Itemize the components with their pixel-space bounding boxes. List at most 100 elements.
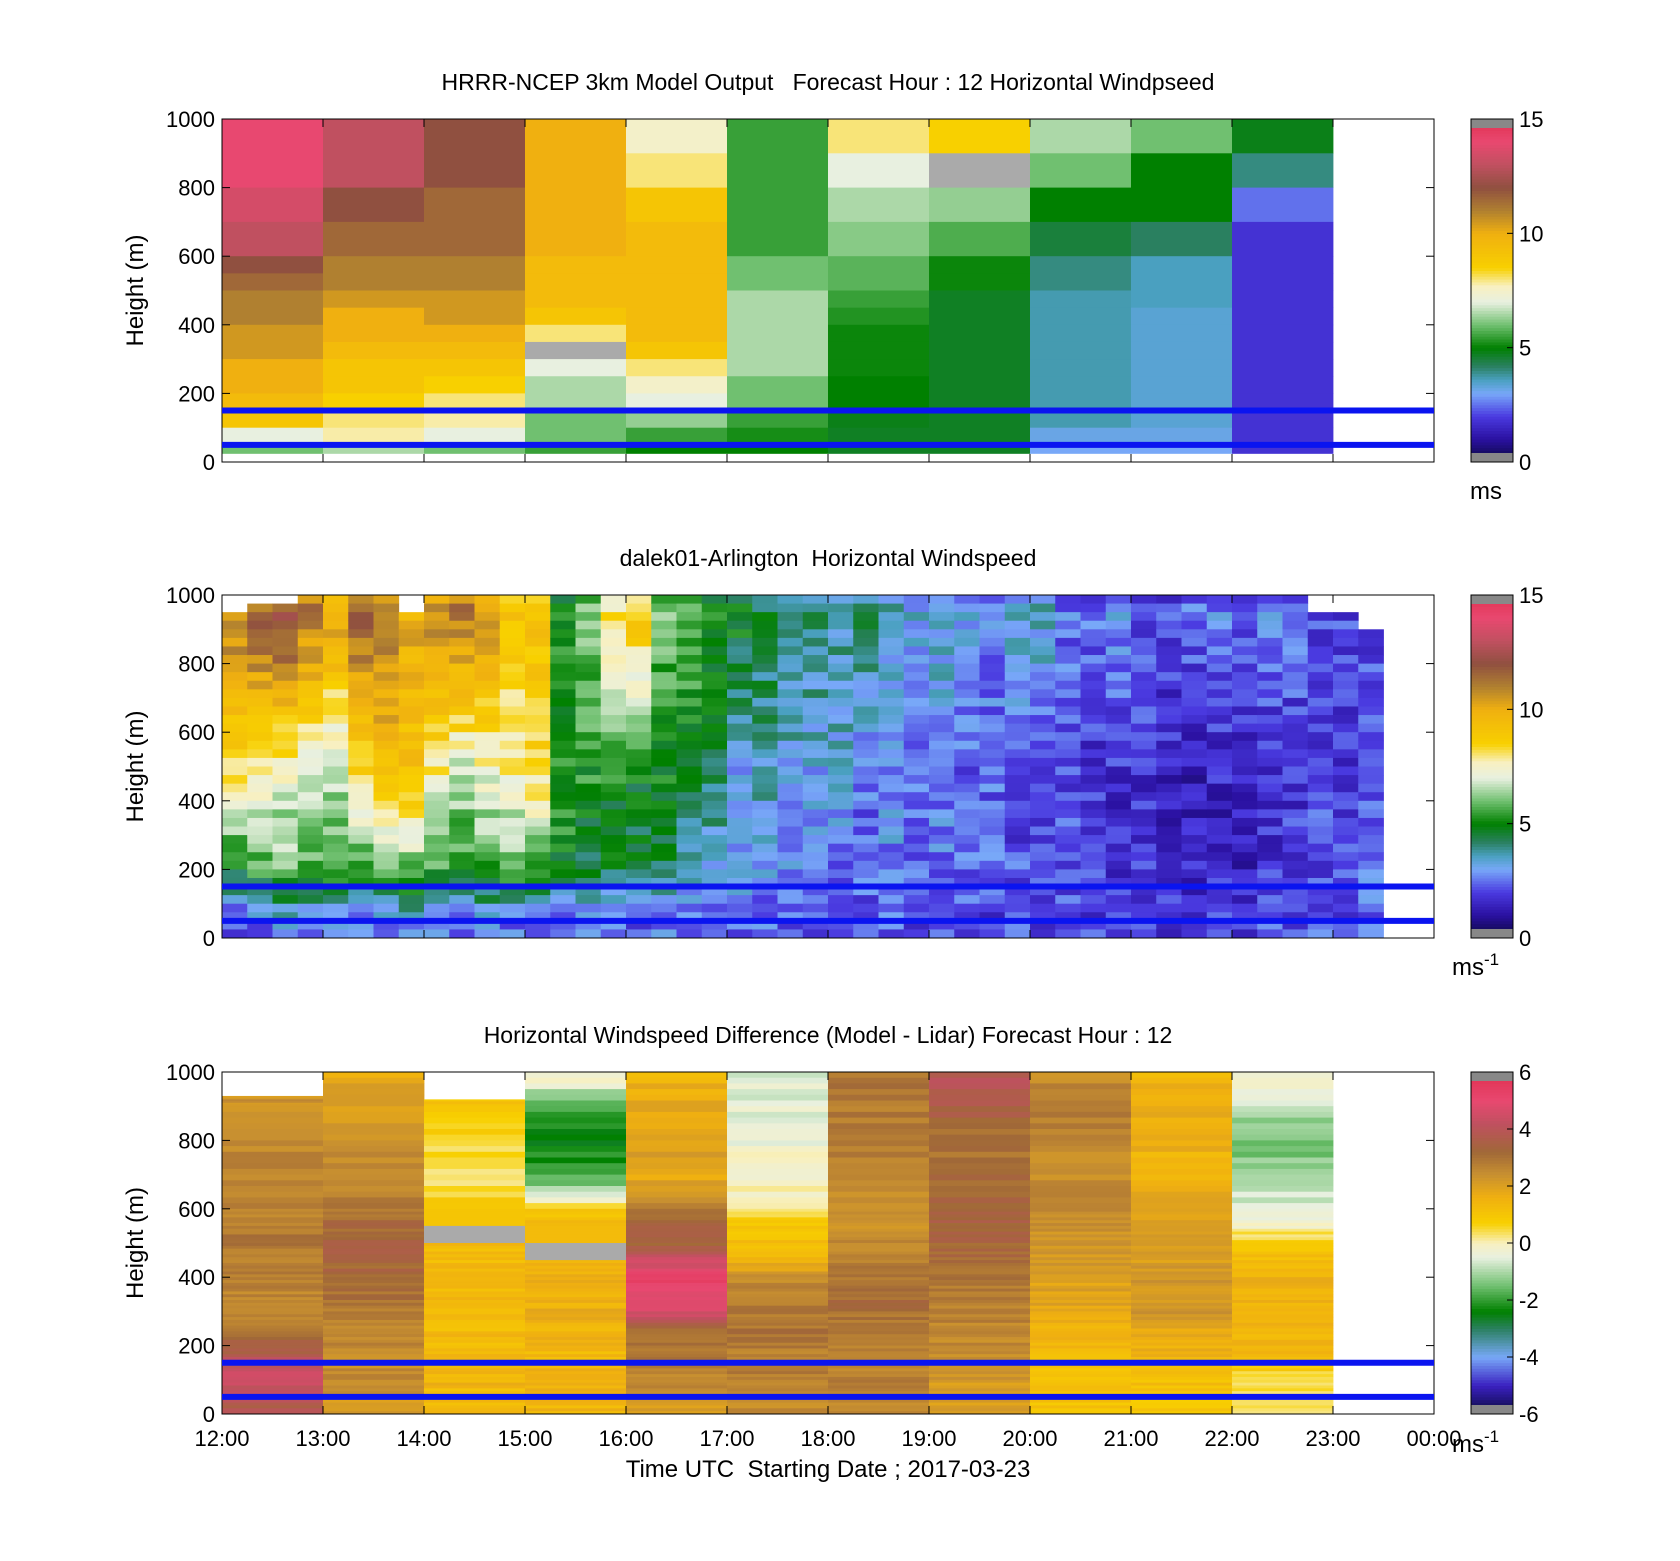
heatmap-cell xyxy=(1131,1351,1233,1355)
heatmap-cell xyxy=(929,1231,1031,1235)
heatmap-cell xyxy=(323,153,425,188)
heatmap-cell xyxy=(323,1405,425,1409)
profile-cell xyxy=(853,860,879,870)
heatmap-cell xyxy=(222,1271,324,1275)
profile-cell xyxy=(979,680,1006,690)
heatmap-cell xyxy=(222,1129,324,1136)
profile-cell xyxy=(1181,655,1208,664)
profile-cell xyxy=(903,912,930,922)
colorbar-unit-exponent: -1 xyxy=(1484,950,1499,969)
profile-cell xyxy=(575,860,602,870)
heatmap-cell xyxy=(424,1402,526,1406)
profile-cell xyxy=(1358,886,1384,896)
profile-cell xyxy=(651,646,677,656)
profile-cell xyxy=(499,757,526,767)
profile-cell xyxy=(1257,877,1283,887)
heatmap-cell xyxy=(929,1208,1031,1213)
heatmap-cell xyxy=(828,1225,930,1230)
profile-cell xyxy=(1080,817,1107,827)
profile-cell xyxy=(777,783,804,793)
profile-cell xyxy=(752,852,778,862)
profile-cell xyxy=(1105,783,1132,793)
profile-cell xyxy=(954,595,980,604)
profile-cell xyxy=(903,629,930,639)
profile-cell xyxy=(398,903,425,913)
profile-cell xyxy=(626,809,652,819)
heatmap-cell xyxy=(929,187,1031,223)
profile-cell xyxy=(297,612,324,622)
heatmap-cell xyxy=(222,410,324,429)
profile-cell xyxy=(222,792,248,802)
heatmap-cell xyxy=(323,187,425,223)
heatmap-cell xyxy=(1232,153,1334,188)
profile-cell xyxy=(323,920,349,930)
colorbar-swatch xyxy=(1471,1305,1513,1310)
profile-cell xyxy=(626,783,652,793)
profile-cell xyxy=(1257,706,1283,716)
profile-cell xyxy=(600,680,627,690)
heatmap-cell xyxy=(626,1408,728,1412)
heatmap-cell xyxy=(1030,1297,1132,1301)
profile-cell xyxy=(323,912,349,922)
heatmap-cell xyxy=(222,1231,324,1235)
heatmap-cell xyxy=(222,1305,324,1309)
profile-cell xyxy=(1156,723,1182,733)
profile-cell xyxy=(1055,672,1081,682)
profile-cell xyxy=(449,749,475,759)
profile-cell xyxy=(474,689,501,699)
profile-cell xyxy=(1282,826,1309,836)
profile-cell xyxy=(1257,792,1283,802)
profile-cell xyxy=(449,732,475,742)
profile-cell xyxy=(1004,775,1031,785)
heatmap-cell xyxy=(1030,1151,1132,1158)
profile-cell xyxy=(1131,646,1157,656)
profile-cell xyxy=(1080,612,1107,622)
heatmap-cell xyxy=(222,1257,324,1261)
colorbar-swatch xyxy=(1471,204,1513,209)
heatmap-cell xyxy=(1131,1228,1233,1232)
profile-cell xyxy=(525,895,551,905)
profile-cell xyxy=(929,655,955,664)
profile-cell xyxy=(575,749,602,759)
profile-cell xyxy=(373,929,400,939)
profile-cell xyxy=(1358,912,1384,922)
colorbar-swatch xyxy=(1471,926,1513,930)
colorbar-swatch xyxy=(1471,304,1513,309)
profile-cell xyxy=(398,740,425,750)
profile-cell xyxy=(1055,920,1081,930)
heatmap-cell xyxy=(1030,1300,1132,1304)
profile-cell xyxy=(222,697,248,707)
profile-cell xyxy=(701,903,728,913)
heatmap-cell xyxy=(525,1268,627,1272)
profile-cell xyxy=(979,757,1006,767)
profile-cell xyxy=(1232,672,1258,682)
profile-cell xyxy=(828,852,854,862)
profile-cell xyxy=(701,757,728,767)
heatmap-cell xyxy=(1131,1146,1233,1153)
profile-cell xyxy=(1257,809,1283,819)
heatmap-cell xyxy=(1232,1083,1334,1090)
profile-cell xyxy=(929,603,955,613)
colorbar-swatch xyxy=(1471,1080,1513,1084)
heatmap-cell xyxy=(222,1408,324,1412)
profile-cell xyxy=(802,595,829,604)
heatmap-cell xyxy=(828,1197,930,1204)
colorbar-swatch xyxy=(1471,227,1513,231)
profile-cell xyxy=(1282,672,1309,682)
profile-cell xyxy=(449,766,475,776)
profile-cell xyxy=(1030,912,1056,922)
heatmap-cell xyxy=(626,1402,728,1406)
heatmap-cell xyxy=(828,307,930,326)
heatmap-cell xyxy=(727,1280,829,1284)
heatmap-cell xyxy=(1030,1311,1132,1315)
profile-cell xyxy=(575,706,602,716)
profile-cell xyxy=(525,783,551,793)
profile-cell xyxy=(449,757,475,767)
colorbar-swatch xyxy=(1471,1277,1513,1281)
heatmap-cell xyxy=(1030,1348,1132,1352)
profile-cell xyxy=(828,715,854,725)
heatmap-cell xyxy=(1030,1174,1132,1181)
heatmap-cell xyxy=(828,1146,930,1153)
heatmap-cell xyxy=(929,1265,1031,1270)
profile-cell xyxy=(550,860,576,870)
